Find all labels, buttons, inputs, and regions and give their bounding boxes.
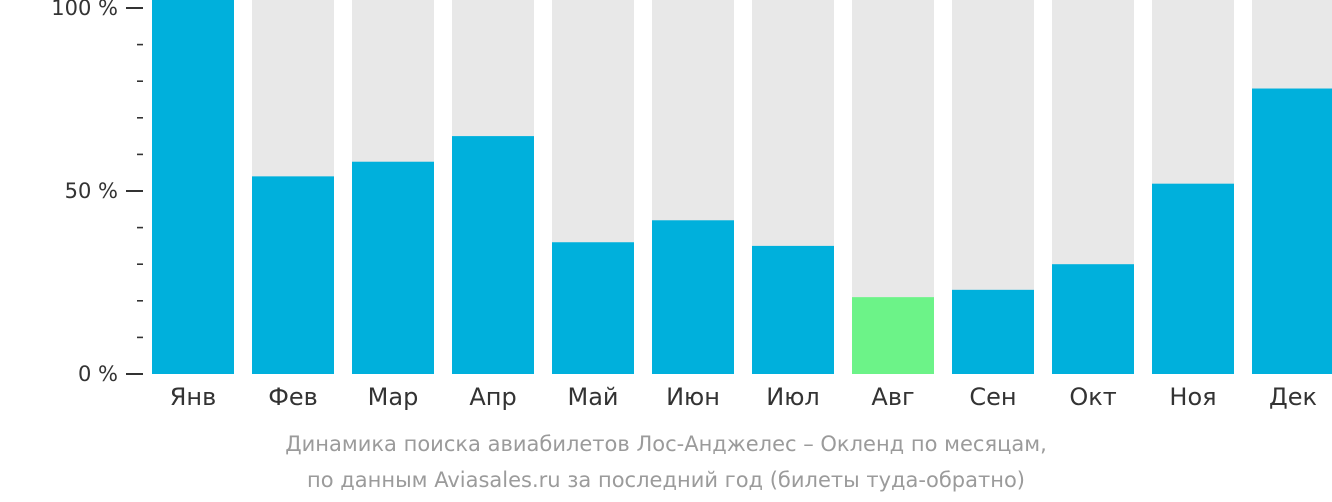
- bar-0: [152, 0, 234, 374]
- bar-9: [1052, 264, 1134, 374]
- y-tick-label: 100 %: [51, 0, 118, 20]
- x-tick-label: Авг: [871, 383, 914, 411]
- x-tick-label: Мар: [368, 383, 419, 411]
- x-tick-label: Фев: [268, 383, 318, 411]
- bar-2: [352, 161, 434, 374]
- x-tick-label: Май: [567, 383, 618, 411]
- bar-3: [452, 136, 534, 374]
- x-tick-label: Дек: [1269, 383, 1317, 411]
- x-axis-labels: Янв Фев Мар Апр Май Июн Июл Авг Сен Окт Ноя Дек: [170, 383, 1317, 411]
- bar-11: [1252, 88, 1332, 375]
- x-tick-label: Июл: [766, 383, 820, 411]
- bar-5: [652, 220, 734, 374]
- x-tick-label: Июн: [666, 383, 720, 411]
- caption-line-1: Динамика поиска авиабилетов Лос-Анджелес…: [285, 432, 1047, 456]
- x-tick-label: Окт: [1069, 383, 1116, 411]
- y-axis: 0 % 50 % 100 %: [51, 0, 143, 386]
- data-bars: [152, 0, 1332, 375]
- x-tick-label: Ноя: [1169, 383, 1216, 411]
- y-tick-label: 0 %: [78, 362, 118, 386]
- bar-1: [252, 176, 334, 374]
- bar-8: [952, 289, 1034, 374]
- caption-line-2: по данным Aviasales.ru за последний год …: [307, 468, 1025, 492]
- x-tick-label: Янв: [170, 383, 217, 411]
- chart-caption: Динамика поиска авиабилетов Лос-Анджелес…: [0, 426, 1332, 498]
- y-tick-label: 50 %: [65, 179, 118, 203]
- bar-4: [552, 242, 634, 374]
- bar-7: [852, 297, 934, 374]
- bar-6: [752, 245, 834, 374]
- bar-10: [1152, 183, 1234, 374]
- bar-chart: 0 % 50 % 100 % Янв Фев Мар Апр Май Июн Июл Авг Сен…: [51, 0, 1332, 411]
- x-tick-label: Сен: [969, 383, 1016, 411]
- x-tick-label: Апр: [469, 383, 516, 411]
